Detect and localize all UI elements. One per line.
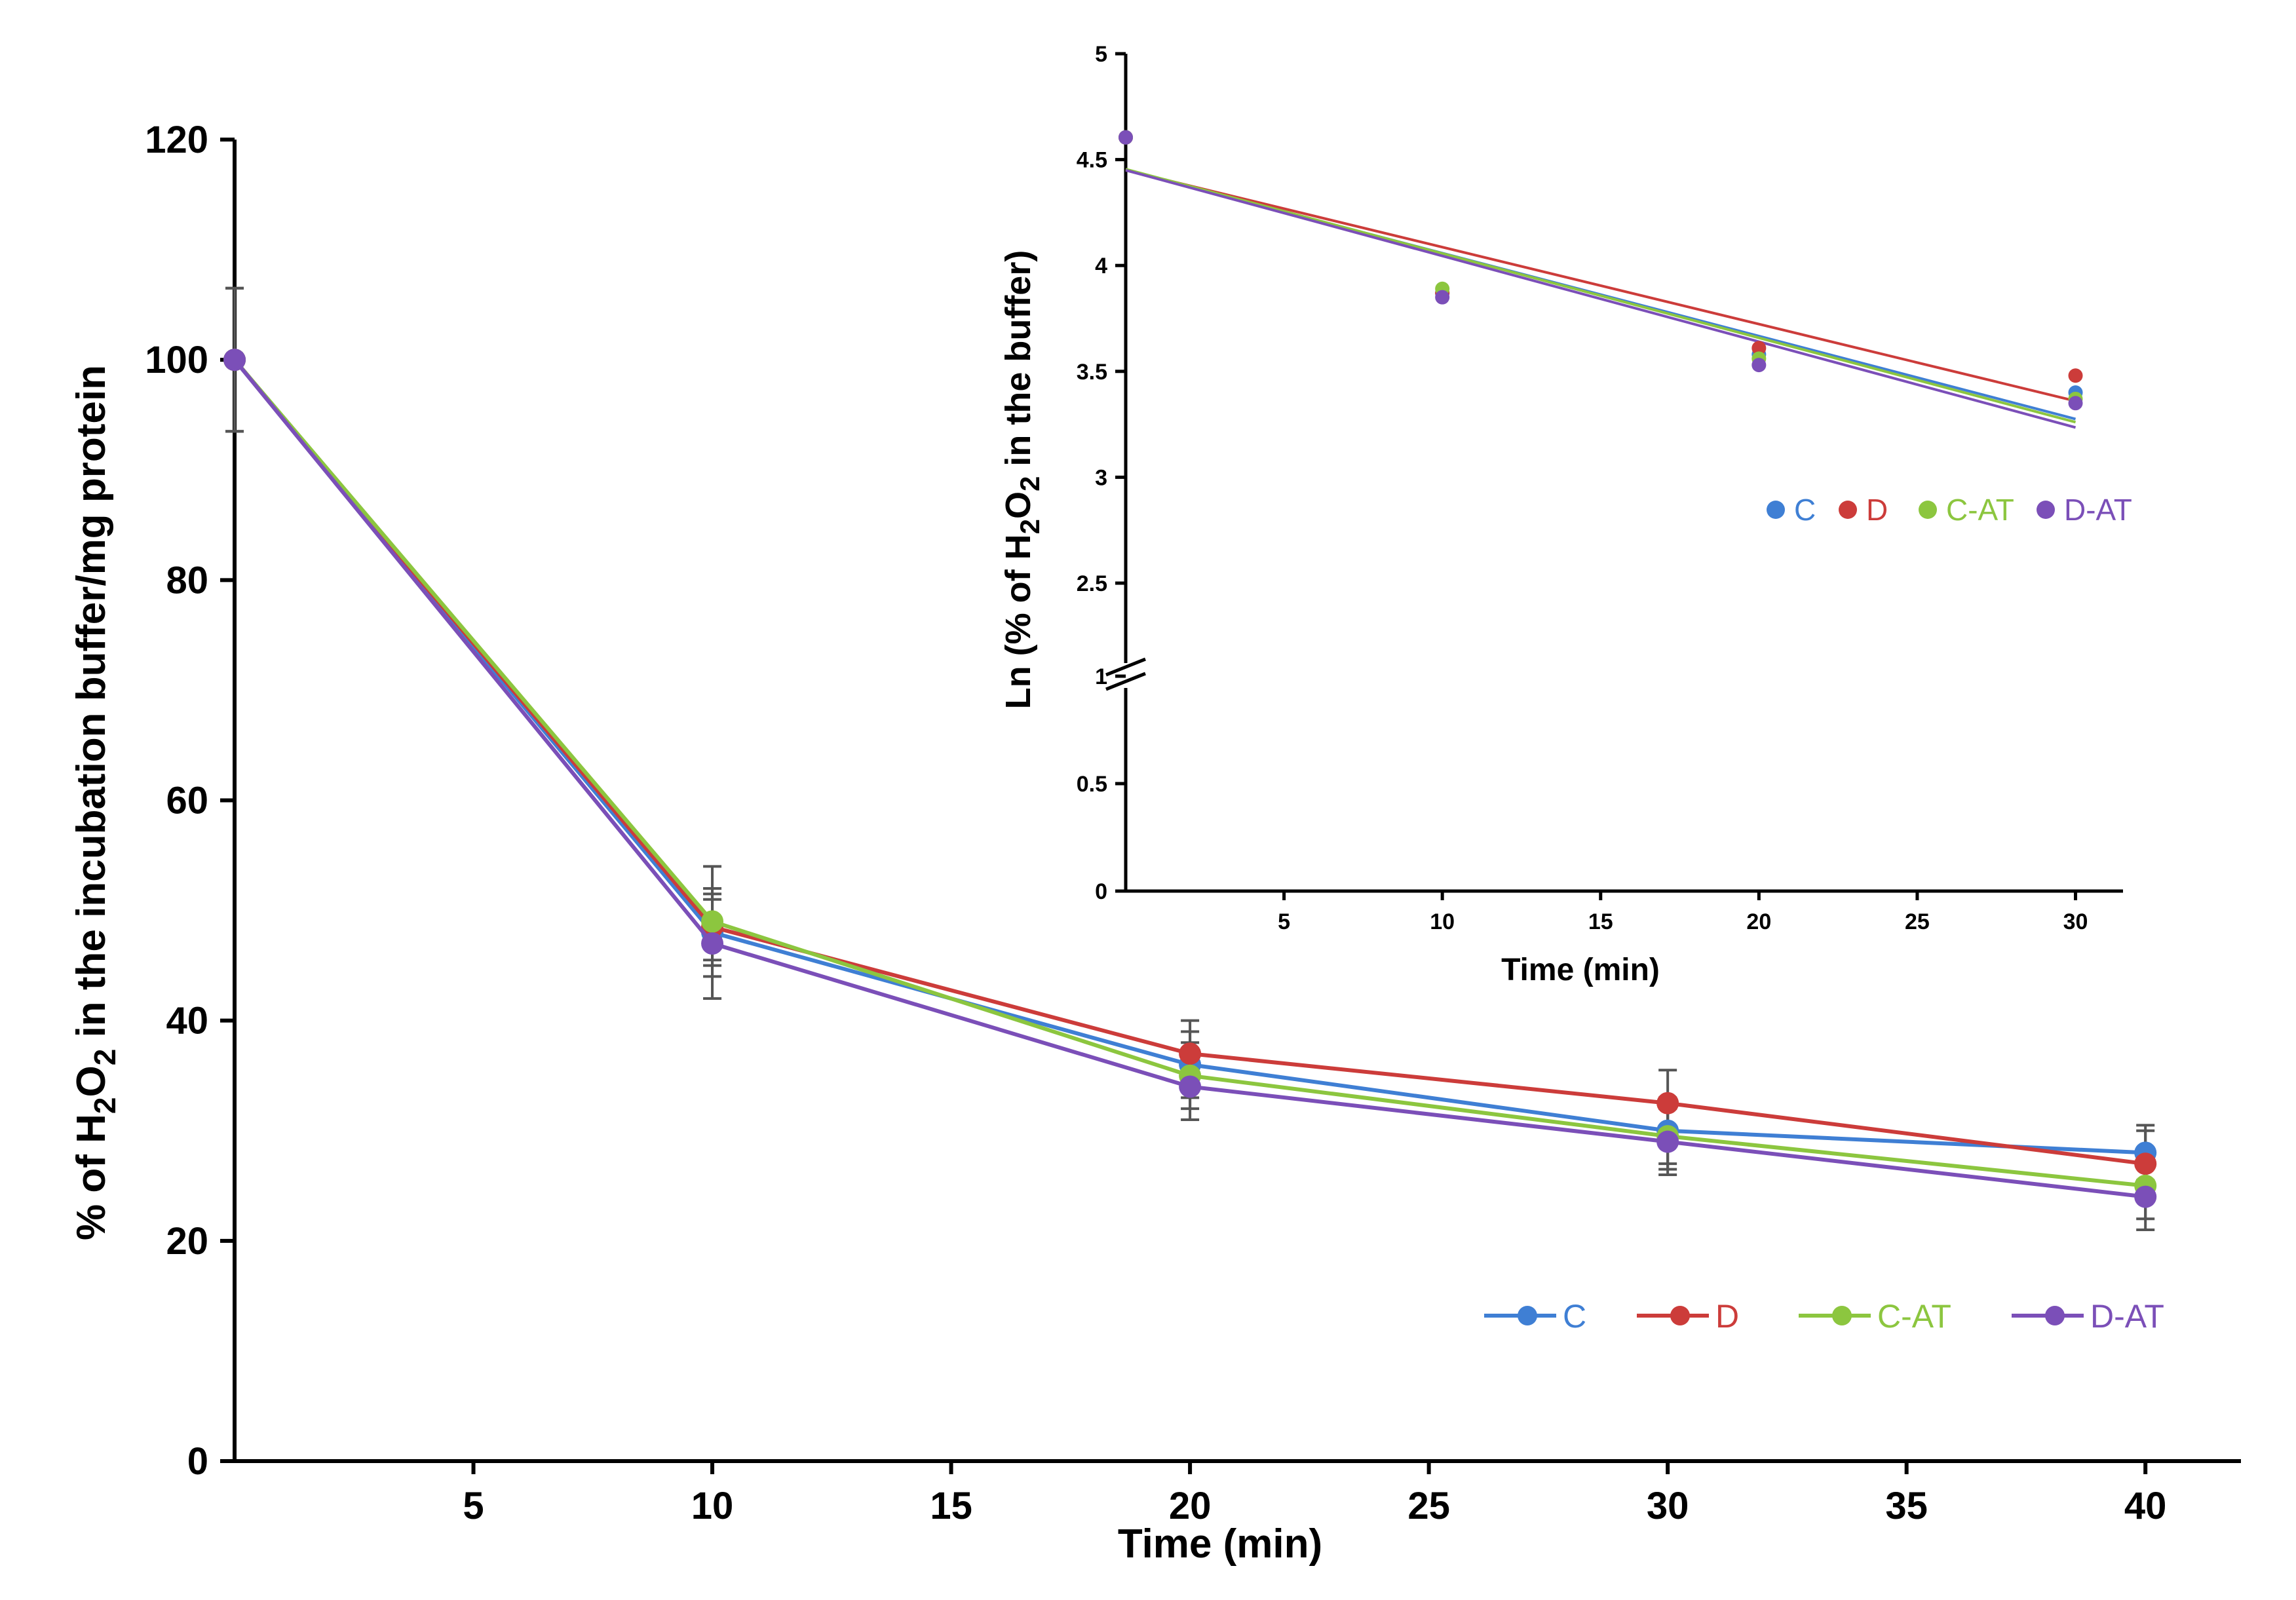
data-point-D-AT bbox=[1656, 1130, 1679, 1153]
inset-data-point-D-AT bbox=[1119, 130, 1133, 145]
axis-title-part: 2 bbox=[88, 1049, 122, 1066]
inset-x-tick-label: 10 bbox=[1430, 909, 1455, 934]
inset-x-tick-label: 25 bbox=[1905, 909, 1930, 934]
data-point-D-AT bbox=[1179, 1075, 1202, 1098]
y-axis-title: % of H2O2 in the incubation buffer/mg pr… bbox=[69, 365, 122, 1240]
x-tick-label: 10 bbox=[691, 1485, 734, 1527]
data-point-D-AT bbox=[2134, 1185, 2157, 1208]
inset-data-point-D-AT bbox=[1751, 358, 1767, 373]
legend-label-D-AT: D-AT bbox=[2090, 1298, 2164, 1335]
inset-x-axis-title: Time (min) bbox=[1501, 953, 1660, 987]
legend-marker-D bbox=[1670, 1306, 1690, 1325]
x-tick-label: 25 bbox=[1407, 1485, 1450, 1527]
axis-title-part: % of H bbox=[69, 1114, 114, 1240]
inset-y-axis-title: Ln (% of H2O2 in the buffer) bbox=[999, 250, 1045, 710]
data-point-D-AT bbox=[223, 349, 246, 371]
legend-marker-D-AT bbox=[2045, 1306, 2065, 1325]
inset-legend-marker-C bbox=[1767, 501, 1785, 519]
inset-axis-break-mark bbox=[1105, 672, 1146, 691]
inset-data-point-D-AT bbox=[1435, 290, 1450, 305]
x-tick-label: 5 bbox=[463, 1485, 484, 1527]
inset-y-tick-label: 5 bbox=[1095, 42, 1107, 67]
x-tick-label: 20 bbox=[1169, 1485, 1212, 1527]
x-tick-label: 35 bbox=[1885, 1485, 1928, 1527]
inset-legend-label-C-AT: C-AT bbox=[1946, 493, 2014, 527]
y-tick-label: 80 bbox=[166, 559, 208, 601]
y-tick-label: 60 bbox=[166, 780, 208, 822]
y-tick-label: 100 bbox=[145, 339, 208, 381]
axis-title-part: O bbox=[999, 491, 1038, 519]
inset-legend-marker-D-AT bbox=[2037, 501, 2055, 519]
inset-legend-label-D: D bbox=[1866, 493, 1888, 527]
axis-title-part: Ln (% of H bbox=[999, 534, 1038, 709]
inset-x-tick-label: 15 bbox=[1588, 909, 1613, 934]
inset-trendline-D bbox=[1125, 168, 2076, 402]
axis-title-part: 2 bbox=[1014, 519, 1045, 534]
x-tick-label: 30 bbox=[1647, 1485, 1689, 1527]
x-tick-label: 15 bbox=[930, 1485, 972, 1527]
inset-y-tick-label: 3.5 bbox=[1077, 360, 1107, 385]
inset-legend-marker-C-AT bbox=[1919, 501, 1937, 519]
y-tick-label: 0 bbox=[187, 1440, 208, 1483]
legend-label-C: C bbox=[1563, 1298, 1586, 1335]
inset-y-tick-label: 2.5 bbox=[1077, 571, 1107, 596]
data-point-D bbox=[1656, 1092, 1679, 1114]
inset-y-tick-label: 0.5 bbox=[1077, 772, 1107, 797]
axis-title-part: O bbox=[69, 1065, 114, 1097]
inset-x-tick-label: 20 bbox=[1746, 909, 1771, 934]
x-tick-label: 40 bbox=[2124, 1485, 2167, 1527]
legend-label-C-AT: C-AT bbox=[1877, 1298, 1951, 1335]
inset-y-tick-label: 4 bbox=[1095, 254, 1107, 278]
inset-data-point-D bbox=[2068, 368, 2083, 383]
legend-label-D: D bbox=[1715, 1298, 1739, 1335]
inset-y-tick-label: 0 bbox=[1095, 879, 1107, 904]
inset-data-point-D bbox=[1751, 341, 1767, 356]
inset-axis-break-mark bbox=[1105, 657, 1146, 677]
axis-title-part: 2 bbox=[88, 1097, 122, 1114]
axis-title-part: in the incubation buffer/mg protein bbox=[69, 365, 114, 1049]
inset-y-tick-label: 3 bbox=[1095, 465, 1107, 490]
inset-legend-marker-D bbox=[1839, 501, 1857, 519]
inset-x-tick-label: 30 bbox=[2063, 909, 2088, 934]
inset-data-point-D-AT bbox=[2068, 396, 2083, 411]
y-tick-label: 120 bbox=[145, 119, 208, 161]
inset-x-tick-label: 5 bbox=[1278, 909, 1290, 934]
axis-title-part: in the buffer) bbox=[999, 250, 1038, 476]
inset-legend-label-D-AT: D-AT bbox=[2064, 493, 2132, 527]
data-point-D-AT bbox=[701, 932, 724, 955]
legend-marker-C-AT bbox=[1832, 1306, 1852, 1325]
x-axis-title: Time (min) bbox=[1118, 1521, 1322, 1567]
inset-chart: 0 0.5 1 2.5 3 3.5 4 4.5 5 5 10 15 20 25 30 Time (min) Ln… bbox=[999, 42, 2132, 987]
inset-y-tick-label: 1 bbox=[1095, 664, 1107, 689]
axis-title-part: 2 bbox=[1014, 476, 1045, 491]
inset-trendline-C-AT bbox=[1125, 168, 2076, 424]
y-tick-label: 20 bbox=[166, 1220, 208, 1263]
y-tick-label: 40 bbox=[166, 1000, 208, 1042]
inset-y-tick-label: 4.5 bbox=[1077, 148, 1107, 173]
inset-legend-label-C: C bbox=[1794, 493, 1816, 527]
legend-marker-C bbox=[1518, 1306, 1537, 1325]
inset-trendline-D-AT bbox=[1125, 168, 2076, 429]
data-point-D bbox=[2134, 1152, 2157, 1175]
data-point-C-AT bbox=[701, 910, 724, 933]
data-point-D bbox=[1179, 1042, 1202, 1065]
